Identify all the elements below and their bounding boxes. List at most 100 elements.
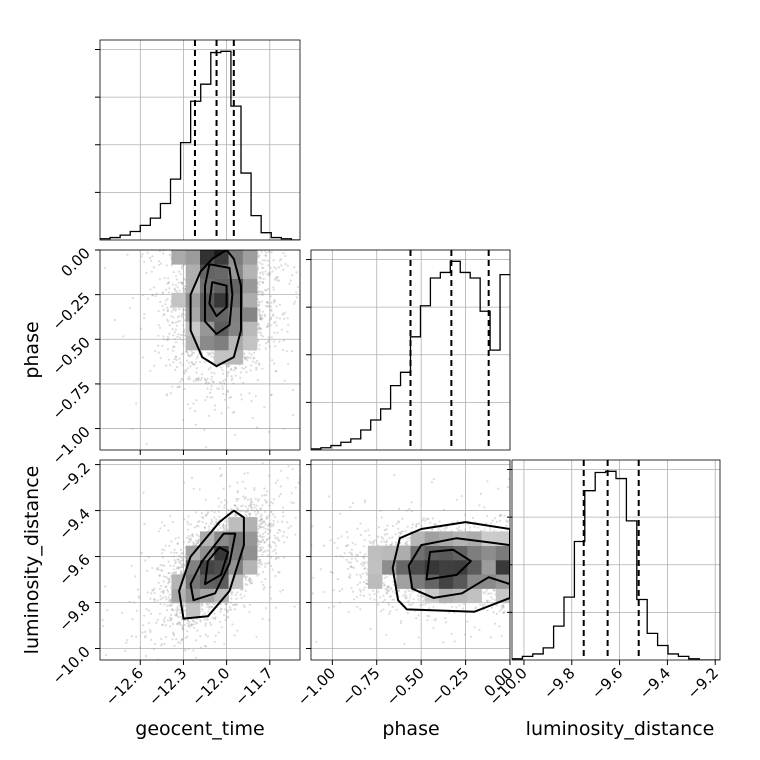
sample-point bbox=[257, 543, 261, 546]
sample-point bbox=[248, 577, 251, 581]
sample-point bbox=[222, 524, 225, 527]
sample-point bbox=[264, 254, 267, 257]
sample-point bbox=[191, 353, 194, 356]
sample-point bbox=[124, 649, 127, 652]
sample-point bbox=[256, 574, 259, 577]
sample-point bbox=[180, 639, 183, 642]
sample-point bbox=[209, 353, 212, 356]
sample-point bbox=[243, 367, 246, 370]
density-cell bbox=[200, 335, 215, 351]
sample-point bbox=[207, 605, 210, 609]
sample-point bbox=[236, 489, 239, 493]
sample-point bbox=[257, 290, 260, 293]
sample-point bbox=[211, 520, 214, 524]
sample-point bbox=[259, 526, 262, 529]
sample-point bbox=[133, 601, 136, 604]
sample-point bbox=[101, 619, 104, 622]
sample-point bbox=[143, 260, 146, 264]
sample-point bbox=[173, 331, 176, 334]
sample-point bbox=[218, 387, 221, 390]
sample-point bbox=[176, 324, 179, 327]
sample-point bbox=[113, 318, 116, 322]
sample-point bbox=[262, 588, 265, 591]
sample-point bbox=[252, 357, 255, 360]
sample-point bbox=[128, 306, 131, 309]
density-cells bbox=[171, 250, 258, 365]
sample-point bbox=[150, 638, 153, 642]
sample-point bbox=[260, 540, 263, 543]
sample-point bbox=[267, 554, 270, 557]
sample-point bbox=[259, 562, 262, 565]
sample-point bbox=[266, 301, 269, 305]
sample-point bbox=[260, 518, 263, 521]
density-cell bbox=[242, 264, 258, 279]
sample-point bbox=[182, 370, 185, 373]
sample-point bbox=[267, 322, 270, 325]
sample-point bbox=[167, 560, 170, 563]
sample-point bbox=[228, 608, 231, 611]
sample-point bbox=[177, 536, 180, 539]
sample-point bbox=[218, 620, 222, 623]
sample-point bbox=[278, 340, 281, 343]
sample-point bbox=[289, 279, 292, 282]
sample-point bbox=[210, 509, 213, 512]
sample-point bbox=[254, 497, 257, 500]
sample-point bbox=[220, 412, 223, 415]
sample-point bbox=[268, 543, 271, 546]
sample-point bbox=[282, 515, 285, 518]
sample-point bbox=[243, 595, 246, 598]
sample-point bbox=[215, 518, 218, 521]
sample-point bbox=[126, 253, 129, 256]
sample-point bbox=[243, 497, 246, 500]
sample-point bbox=[258, 301, 261, 304]
sample-point bbox=[181, 334, 184, 337]
sample-point bbox=[284, 254, 287, 258]
sample-point bbox=[196, 541, 199, 544]
sample-point bbox=[163, 620, 166, 623]
sample-point bbox=[210, 371, 213, 374]
sample-point bbox=[154, 295, 157, 298]
sample-point bbox=[155, 568, 158, 571]
hist-panel-luminosity_distance bbox=[507, 459, 721, 661]
sample-point bbox=[306, 397, 308, 399]
sample-point bbox=[178, 385, 181, 388]
sample-point bbox=[181, 562, 184, 565]
sample-point bbox=[167, 291, 170, 294]
sample-point bbox=[160, 521, 163, 524]
density-cell bbox=[242, 292, 258, 308]
sample-point bbox=[183, 308, 186, 311]
sample-point bbox=[274, 537, 277, 540]
sample-point bbox=[265, 301, 268, 304]
sample-point bbox=[200, 373, 204, 376]
sample-point bbox=[177, 641, 180, 644]
sample-point bbox=[220, 607, 223, 611]
density-cell bbox=[214, 307, 229, 322]
sample-point bbox=[163, 338, 166, 341]
density-cell bbox=[185, 321, 201, 337]
sample-point bbox=[257, 498, 260, 501]
sample-point bbox=[231, 411, 234, 414]
sample-point bbox=[262, 583, 265, 587]
sample-point bbox=[171, 622, 174, 626]
sample-point bbox=[223, 614, 226, 617]
sample-point bbox=[222, 372, 225, 375]
sample-point bbox=[260, 526, 263, 529]
sample-point bbox=[131, 618, 134, 621]
sample-point bbox=[192, 619, 195, 622]
sample-point bbox=[283, 427, 286, 430]
sample-point bbox=[305, 505, 307, 507]
sample-point bbox=[183, 604, 186, 607]
sample-point bbox=[282, 312, 285, 315]
sample-point bbox=[161, 643, 164, 646]
sample-point bbox=[266, 326, 269, 329]
sample-point bbox=[230, 508, 233, 511]
sample-point bbox=[243, 356, 246, 359]
sample-point bbox=[187, 375, 190, 378]
sample-point bbox=[156, 618, 159, 622]
sample-point bbox=[260, 314, 264, 317]
sample-point bbox=[149, 628, 152, 632]
sample-point bbox=[178, 608, 181, 611]
sample-point bbox=[270, 316, 273, 319]
sample-point bbox=[259, 317, 262, 321]
sample-point bbox=[257, 323, 260, 326]
